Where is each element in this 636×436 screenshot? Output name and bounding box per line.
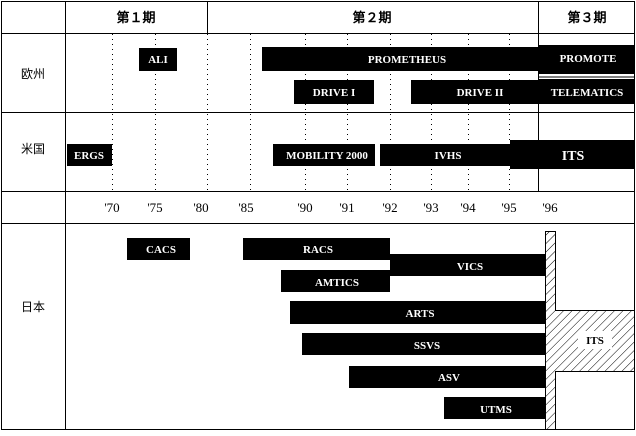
bar-ali (139, 48, 177, 71)
bar-label-cacs: CACS (146, 244, 176, 256)
bar-promote (539, 45, 634, 74)
tick-label: '92 (382, 200, 397, 215)
bar-label-racs: RACS (303, 244, 333, 256)
bar-vics (390, 254, 545, 276)
bar-drive-2 (411, 80, 541, 104)
bar-label-mobility-2000: MOBILITY 2000 (286, 150, 368, 162)
year-axis: '70 '75 '80 '85 '90 '91 '92 '93 '94 '95 … (104, 200, 558, 215)
bar-asv (349, 366, 545, 388)
us-bars: ERGS MOBILITY 2000 IVHS ITS (67, 140, 634, 169)
bar-its-us (510, 140, 634, 169)
period-label-2: 第２期 (352, 10, 391, 26)
bar-label-telematics: TELEMATICS (551, 87, 624, 99)
bar-label-amtics: AMTICS (315, 277, 359, 289)
bar-ivhs (380, 144, 515, 166)
tick-label: '94 (460, 200, 476, 215)
bar-utms (444, 397, 545, 419)
tick-label: '96 (542, 200, 558, 215)
region-label-us: 米国 (21, 142, 45, 156)
bar-ergs (67, 144, 112, 166)
region-label-japan: 日本 (21, 300, 45, 314)
bar-prometheus (262, 47, 554, 71)
bar-label-arts: ARTS (406, 308, 435, 320)
bar-drive-1 (294, 80, 374, 104)
bar-telematics (539, 79, 634, 104)
europe-bars: ALI PROMETHEUS PROMOTE DRIVE I DRIVE II … (139, 45, 634, 104)
tick-label: '93 (423, 200, 438, 215)
tick-label: '70 (104, 200, 119, 215)
bar-mobility-2000 (273, 144, 375, 166)
bar-label-ali: ALI (148, 54, 168, 66)
period-label-3: 第３期 (567, 10, 606, 26)
bar-label-its-japan: ITS (586, 335, 604, 347)
bar-label-its-us: ITS (562, 149, 585, 164)
bar-arts (290, 301, 545, 324)
period-label-1: 第１期 (116, 10, 155, 26)
tick-label: '90 (297, 200, 312, 215)
bar-racs (243, 238, 390, 260)
tick-label: '85 (238, 200, 253, 215)
tick-label: '75 (147, 200, 162, 215)
bar-amtics (281, 270, 390, 292)
japan-its-region: ITS (545, 231, 635, 430)
bar-label-ssvs: SSVS (414, 340, 440, 352)
tick-label: '80 (193, 200, 208, 215)
its-label-bg (578, 331, 612, 349)
its-hatched-area (545, 231, 635, 430)
bar-label-drive-2: DRIVE II (457, 87, 504, 99)
bar-ssvs (302, 333, 545, 355)
region-label-europe: 欧州 (21, 67, 45, 81)
bar-label-ergs: ERGS (74, 150, 104, 162)
bar-label-utms: UTMS (480, 404, 512, 416)
bar-label-prometheus: PROMETHEUS (368, 54, 446, 66)
bar-label-promote: PROMOTE (560, 53, 617, 65)
tick-label: '95 (501, 200, 516, 215)
bar-label-asv: ASV (438, 372, 460, 384)
tick-label: '91 (339, 200, 354, 215)
japan-bars: CACS RACS VICS AMTICS ARTS SSVS ASV UTMS (127, 238, 545, 419)
bar-label-ivhs: IVHS (435, 150, 462, 162)
bar-label-drive-1: DRIVE I (313, 87, 355, 99)
bar-label-vics: VICS (457, 261, 483, 273)
bar-cacs (127, 238, 190, 260)
